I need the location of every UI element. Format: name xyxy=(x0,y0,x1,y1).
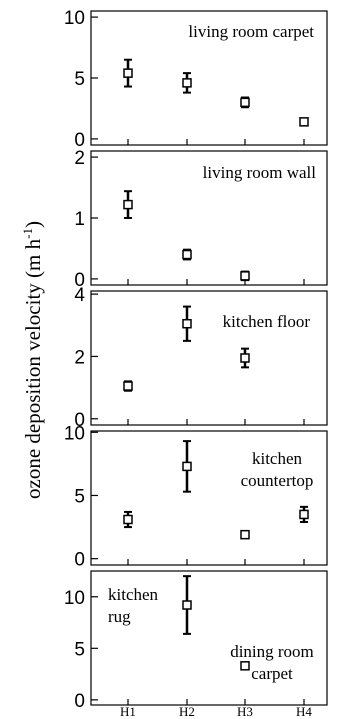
y-tick-label: 5 xyxy=(74,486,85,507)
y-tick-label: 2 xyxy=(74,148,85,169)
y-tick-label: 5 xyxy=(74,639,85,660)
marker-square xyxy=(182,600,192,610)
x-tick-label: H2 xyxy=(179,704,195,719)
data-point-H2 xyxy=(182,440,192,493)
marker-square xyxy=(240,353,250,363)
y-tick-label: 10 xyxy=(64,8,85,29)
y-tick-label: 4 xyxy=(74,285,85,306)
data-point-H2 xyxy=(182,305,192,342)
marker-square xyxy=(182,461,192,472)
marker-square xyxy=(299,117,309,127)
panel-label-secondary: dining room carpet xyxy=(230,642,314,683)
marker-square xyxy=(240,271,250,281)
marker-square xyxy=(123,68,133,78)
data-point-H1 xyxy=(123,510,133,529)
data-point-H1 xyxy=(123,380,133,392)
marker-square xyxy=(240,661,250,671)
marker-square xyxy=(182,249,192,260)
y-tick-label: 0 xyxy=(74,270,85,291)
marker-square xyxy=(123,381,133,391)
y-tick-label: 0 xyxy=(74,550,85,571)
data-point-H3 xyxy=(240,529,250,540)
data-point-H3 xyxy=(240,347,250,369)
marker-square xyxy=(299,509,309,520)
y-tick-label: 0 xyxy=(74,130,85,151)
data-point-H2 xyxy=(182,72,192,94)
data-point-H2 xyxy=(182,248,192,261)
data-point-H1 xyxy=(123,190,133,219)
panel-label: kitchen floor xyxy=(223,312,311,331)
panel-4: 0 5 10 kitchen countertop xyxy=(64,423,328,571)
panel-frame xyxy=(90,570,328,706)
y-tick-label: 10 xyxy=(64,423,85,444)
y-tick-label: 10 xyxy=(64,588,85,609)
panel-frame xyxy=(90,430,328,566)
panel-label: living room wall xyxy=(203,163,317,182)
x-tick-label: H1 xyxy=(120,704,136,719)
data-point-H2 xyxy=(182,575,192,635)
marker-square xyxy=(123,199,133,210)
data-point-H3 xyxy=(240,270,250,282)
y-tick-label: 5 xyxy=(74,69,85,90)
panel-frame xyxy=(90,290,328,426)
y-tick-label: 0 xyxy=(74,410,85,431)
y-axis-label: ozone deposition velocity (m h-1) xyxy=(20,221,45,499)
marker-square xyxy=(240,97,250,108)
panel-label: kitchen rug xyxy=(108,585,159,626)
y-tick-label: 0 xyxy=(74,691,85,712)
x-tick-labels: H1 H2 H3 H4 xyxy=(120,704,312,719)
panel-1: 0 5 10 living room carpet xyxy=(64,8,328,151)
data-point-H1 xyxy=(123,58,133,88)
panel-3: 0 2 4 kitchen floor xyxy=(74,285,328,431)
data-point-H3 xyxy=(240,96,250,109)
panel-5: 0 5 10 kitchen rug dining room carpet xyxy=(64,570,328,712)
y-tick-label: 2 xyxy=(74,347,85,368)
data-point-H4 xyxy=(299,505,309,524)
panel-label: living room carpet xyxy=(188,22,314,41)
x-tick-label: H3 xyxy=(237,704,253,719)
marker-square xyxy=(182,78,192,88)
y-axis-label-close: ) xyxy=(21,221,45,228)
y-axis-label-superscript: -1 xyxy=(20,228,35,239)
marker-square xyxy=(182,318,192,329)
data-point-H3 xyxy=(240,661,250,671)
marker-square xyxy=(123,514,133,525)
y-tick-label: 1 xyxy=(74,209,85,230)
marker-square xyxy=(240,529,250,540)
panel-label: kitchen countertop xyxy=(241,449,314,490)
panel-2: 0 1 2 living room wall xyxy=(74,148,328,291)
panels: 0 5 10 living room carpet 0 1 2 living room wal… xyxy=(64,8,328,712)
y-axis-label-text: ozone deposition velocity (m h xyxy=(21,238,45,499)
x-tick-label: H4 xyxy=(296,704,312,719)
data-point-H4 xyxy=(299,117,309,127)
